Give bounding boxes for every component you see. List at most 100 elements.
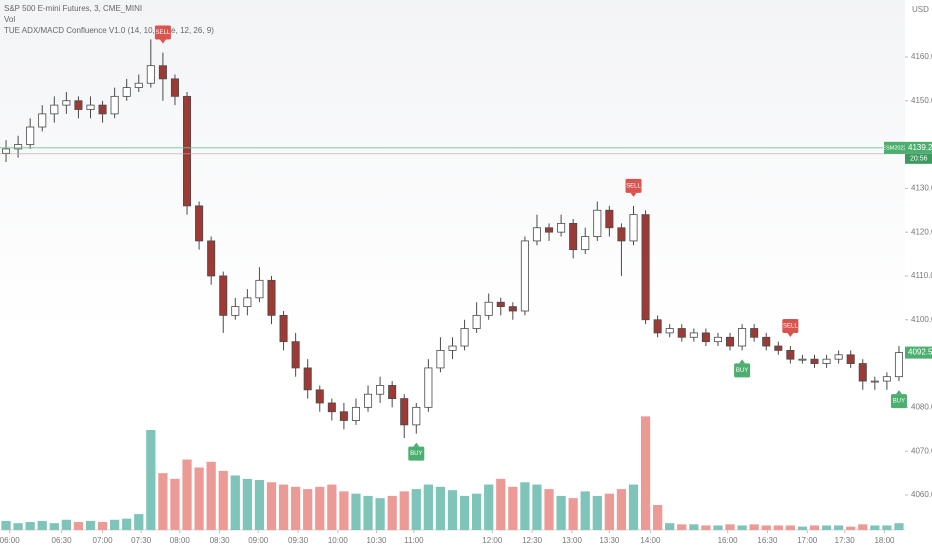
x-tick-label: 06:00 (0, 536, 20, 545)
volume-bar (459, 495, 470, 530)
candle-body (641, 214, 650, 321)
signal-pointer (413, 442, 420, 447)
candle-body (303, 367, 312, 391)
volume-bar (894, 523, 904, 530)
x-tick-label: 12:30 (522, 536, 543, 545)
candle-body (158, 65, 167, 80)
price-tag-label: 4092.50 (908, 348, 932, 357)
x-tick-label: 09:00 (248, 536, 269, 545)
price-tag-time-bg (905, 153, 932, 164)
y-tick-label: 4150.00 (911, 96, 932, 105)
volume-bar (1, 520, 11, 530)
volume-bar (653, 505, 663, 530)
candle-body (713, 336, 722, 343)
volume-bar (435, 486, 446, 530)
x-tick-label: 16:30 (757, 536, 778, 545)
signal-label: BUY (893, 399, 905, 405)
candle-body (14, 144, 23, 150)
candle-body (605, 209, 614, 229)
volume-bar (640, 416, 651, 530)
x-tick-label: 13:00 (562, 536, 583, 545)
signal-label: BUY (736, 368, 748, 374)
volume-bar (327, 484, 337, 530)
volume-bar (13, 523, 23, 530)
candle-body (617, 227, 626, 242)
candle-body (231, 306, 240, 316)
volume-bar (278, 484, 289, 530)
indicator-label: TUE ADX/MACD Confluence V1.0 (14, 10, cl… (4, 26, 214, 35)
volume-bar (303, 489, 313, 530)
volume-bar (677, 524, 687, 530)
x-tick-label: 17:00 (797, 536, 818, 545)
price-tag-time: 20:56 (910, 156, 928, 163)
candle-body (593, 209, 602, 237)
candle-body (424, 367, 433, 408)
candle-body (460, 328, 469, 347)
y-tick-label: 4120.00 (911, 227, 932, 236)
volume-bar (749, 524, 759, 530)
volume-bar (797, 526, 808, 530)
volume-bar (484, 484, 494, 530)
candle-body (315, 389, 324, 404)
candle-body (255, 279, 264, 299)
sell-signal (625, 178, 642, 193)
volume-bar (858, 524, 868, 530)
volume-bar (339, 491, 349, 530)
candle-body (858, 363, 867, 382)
candle-body (122, 87, 131, 97)
candle-body (351, 406, 360, 421)
volume-bar (809, 525, 820, 530)
candle-body (98, 104, 107, 115)
x-tick-label: 14:00 (640, 536, 661, 545)
volume-bar (834, 525, 844, 530)
volume-bar (882, 525, 892, 530)
candle-body (834, 354, 843, 360)
price-tag-label: 4139.25 (908, 143, 932, 152)
x-tick-label: 11:00 (404, 536, 424, 545)
volume-bar (25, 522, 35, 530)
volume-bar (363, 495, 373, 530)
candle-body (364, 393, 373, 408)
volume-bar (520, 482, 530, 530)
y-tick-label: 4100.00 (911, 315, 932, 324)
volume-label: Vol (4, 15, 15, 24)
candle-body (629, 214, 638, 242)
buy-signal (890, 394, 907, 409)
candle-body (400, 398, 409, 426)
candle-body (508, 306, 517, 312)
candle-body (388, 385, 397, 399)
buy-signal (408, 446, 425, 461)
signal-pointer (895, 390, 902, 395)
volume-bar (423, 484, 433, 530)
volume-bar (580, 491, 590, 530)
volume-bar (568, 498, 578, 530)
candle-body (822, 358, 831, 364)
candle-body (50, 104, 59, 115)
volume-bar (170, 478, 180, 530)
volume-bar (134, 514, 144, 530)
volume-bar (689, 524, 699, 530)
candle-body (448, 345, 457, 351)
candle-body (774, 345, 783, 351)
volume-bar (254, 480, 265, 530)
volume-bar (665, 523, 675, 530)
candle-body (557, 222, 566, 233)
volume-bar (85, 520, 96, 530)
volume-bar (73, 522, 84, 530)
candle-body (327, 402, 336, 413)
candle-body (74, 100, 83, 110)
candle-body (846, 354, 855, 364)
x-tick-label: 08:30 (210, 536, 231, 545)
symbol-tag-label: ESM2022 (882, 145, 906, 151)
signal-label: SELL (626, 183, 641, 189)
candle-body (146, 65, 155, 84)
y-tick-label: 4070.00 (911, 446, 932, 455)
volume-bar (472, 493, 482, 530)
y-tick-label: 4060.00 (911, 490, 932, 499)
volume-bar (61, 519, 71, 530)
candle-body (170, 78, 179, 97)
x-tick-label: 07:00 (93, 536, 114, 545)
x-tick-label: 12:00 (482, 536, 503, 545)
volume-bar (351, 493, 361, 530)
volume-bar (315, 486, 325, 530)
